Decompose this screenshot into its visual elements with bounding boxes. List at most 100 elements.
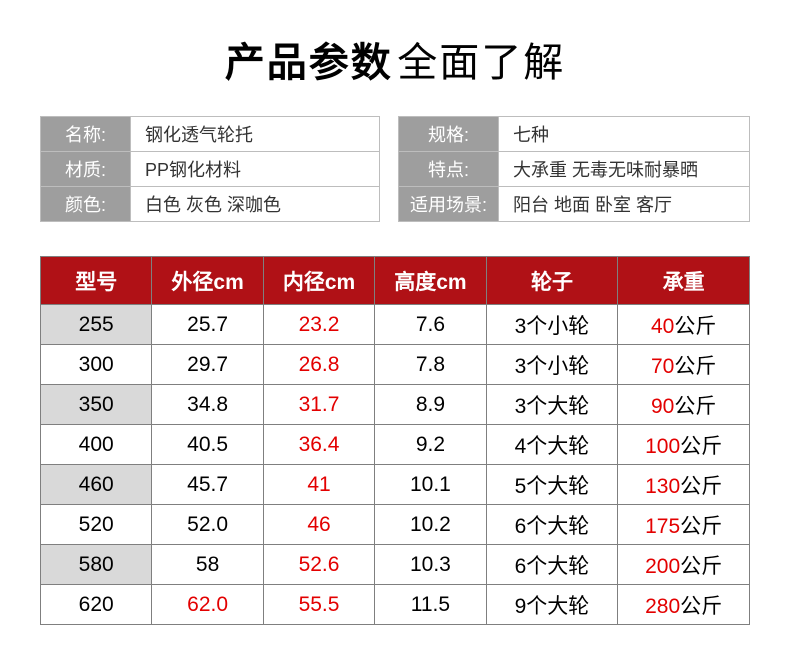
spec-cell-outer: 45.7 (152, 465, 263, 505)
info-label: 规格: (399, 117, 499, 152)
info-label: 颜色: (41, 187, 131, 222)
spec-cell-height: 7.6 (375, 305, 486, 345)
spec-cell-inner: 55.5 (263, 585, 374, 625)
spec-cell-inner: 23.2 (263, 305, 374, 345)
spec-row: 62062.055.511.59个大轮280公斤 (41, 585, 750, 625)
spec-header-row: 型号 外径cm 内径cm 高度cm 轮子 承重 (41, 257, 750, 305)
spec-cell-height: 11.5 (375, 585, 486, 625)
load-unit: 公斤 (674, 355, 716, 378)
load-number: 90 (651, 395, 674, 418)
info-value: 钢化透气轮托 (131, 117, 380, 152)
spec-cell-inner: 36.4 (263, 425, 374, 465)
load-number: 100 (645, 435, 680, 458)
spec-cell-load: 280公斤 (618, 585, 750, 625)
info-row: 规格:七种 (399, 117, 750, 152)
spec-header-height: 高度cm (375, 257, 486, 305)
spec-row: 25525.723.27.63个小轮40公斤 (41, 305, 750, 345)
spec-cell-outer: 25.7 (152, 305, 263, 345)
spec-cell-model: 350 (41, 385, 152, 425)
spec-row: 40040.536.49.24个大轮100公斤 (41, 425, 750, 465)
info-value: 阳台 地面 卧室 客厅 (499, 187, 750, 222)
spec-cell-wheel: 3个小轮 (486, 305, 618, 345)
spec-header-model: 型号 (41, 257, 152, 305)
spec-cell-wheel: 6个大轮 (486, 505, 618, 545)
spec-row: 52052.04610.26个大轮175公斤 (41, 505, 750, 545)
spec-cell-load: 100公斤 (618, 425, 750, 465)
spec-cell-height: 10.3 (375, 545, 486, 585)
spec-cell-model: 520 (41, 505, 152, 545)
spec-cell-wheel: 3个大轮 (486, 385, 618, 425)
spec-cell-outer: 62.0 (152, 585, 263, 625)
spec-header-wheel: 轮子 (486, 257, 618, 305)
spec-cell-height: 9.2 (375, 425, 486, 465)
title-light: 全面了解 (397, 41, 565, 85)
title-bold: 产品参数 (225, 41, 393, 85)
spec-cell-inner: 52.6 (263, 545, 374, 585)
spec-header-load: 承重 (618, 257, 750, 305)
spec-cell-load: 90公斤 (618, 385, 750, 425)
info-value: PP钢化材料 (131, 152, 380, 187)
spec-cell-height: 10.1 (375, 465, 486, 505)
spec-cell-model: 620 (41, 585, 152, 625)
info-tables: 名称:钢化透气轮托材质:PP钢化材料颜色:白色 灰色 深咖色 规格:七种特点:大… (40, 116, 750, 222)
load-number: 175 (645, 515, 680, 538)
load-number: 280 (645, 595, 680, 618)
spec-table: 型号 外径cm 内径cm 高度cm 轮子 承重 25525.723.27.63个… (40, 256, 750, 625)
load-unit: 公斤 (674, 395, 716, 418)
load-number: 130 (645, 475, 680, 498)
load-unit: 公斤 (680, 555, 722, 578)
spec-cell-inner: 46 (263, 505, 374, 545)
spec-cell-outer: 40.5 (152, 425, 263, 465)
spec-cell-wheel: 4个大轮 (486, 425, 618, 465)
spec-cell-inner: 31.7 (263, 385, 374, 425)
load-unit: 公斤 (680, 475, 722, 498)
spec-row: 46045.74110.15个大轮 130公斤 (41, 465, 750, 505)
spec-cell-load: 175公斤 (618, 505, 750, 545)
info-label: 特点: (399, 152, 499, 187)
spec-header-inner: 内径cm (263, 257, 374, 305)
spec-cell-load: 70公斤 (618, 345, 750, 385)
load-number: 40 (651, 315, 674, 338)
info-row: 材质:PP钢化材料 (41, 152, 380, 187)
info-row: 颜色:白色 灰色 深咖色 (41, 187, 380, 222)
info-value: 七种 (499, 117, 750, 152)
info-label: 名称: (41, 117, 131, 152)
spec-header-outer: 外径cm (152, 257, 263, 305)
load-unit: 公斤 (674, 315, 716, 338)
info-label: 适用场景: (399, 187, 499, 222)
page-title: 产品参数 全面了解 (40, 30, 750, 88)
load-unit: 公斤 (680, 435, 722, 458)
info-row: 特点:大承重 无毒无味耐暴晒 (399, 152, 750, 187)
spec-cell-outer: 34.8 (152, 385, 263, 425)
load-unit: 公斤 (680, 515, 722, 538)
info-value: 白色 灰色 深咖色 (131, 187, 380, 222)
spec-cell-outer: 29.7 (152, 345, 263, 385)
spec-cell-model: 300 (41, 345, 152, 385)
load-number: 200 (645, 555, 680, 578)
spec-cell-inner: 26.8 (263, 345, 374, 385)
spec-cell-inner: 41 (263, 465, 374, 505)
spec-cell-model: 400 (41, 425, 152, 465)
spec-cell-load: 40公斤 (618, 305, 750, 345)
spec-cell-height: 8.9 (375, 385, 486, 425)
spec-row: 35034.831.78.93个大轮90公斤 (41, 385, 750, 425)
load-unit: 公斤 (680, 595, 722, 618)
info-row: 名称:钢化透气轮托 (41, 117, 380, 152)
load-number: 70 (651, 355, 674, 378)
spec-cell-model: 255 (41, 305, 152, 345)
spec-cell-outer: 58 (152, 545, 263, 585)
spec-row: 5805852.610.36个大轮200公斤 (41, 545, 750, 585)
info-table-right: 规格:七种特点:大承重 无毒无味耐暴晒适用场景:阳台 地面 卧室 客厅 (398, 116, 750, 222)
info-label: 材质: (41, 152, 131, 187)
spec-cell-wheel: 3个小轮 (486, 345, 618, 385)
info-row: 适用场景:阳台 地面 卧室 客厅 (399, 187, 750, 222)
spec-row: 30029.726.87.83个小轮70公斤 (41, 345, 750, 385)
spec-cell-model: 460 (41, 465, 152, 505)
spec-cell-model: 580 (41, 545, 152, 585)
info-table-left: 名称:钢化透气轮托材质:PP钢化材料颜色:白色 灰色 深咖色 (40, 116, 380, 222)
spec-cell-outer: 52.0 (152, 505, 263, 545)
spec-cell-height: 10.2 (375, 505, 486, 545)
spec-cell-load: 200公斤 (618, 545, 750, 585)
info-value: 大承重 无毒无味耐暴晒 (499, 152, 750, 187)
spec-cell-wheel: 5个大轮 (486, 465, 618, 505)
